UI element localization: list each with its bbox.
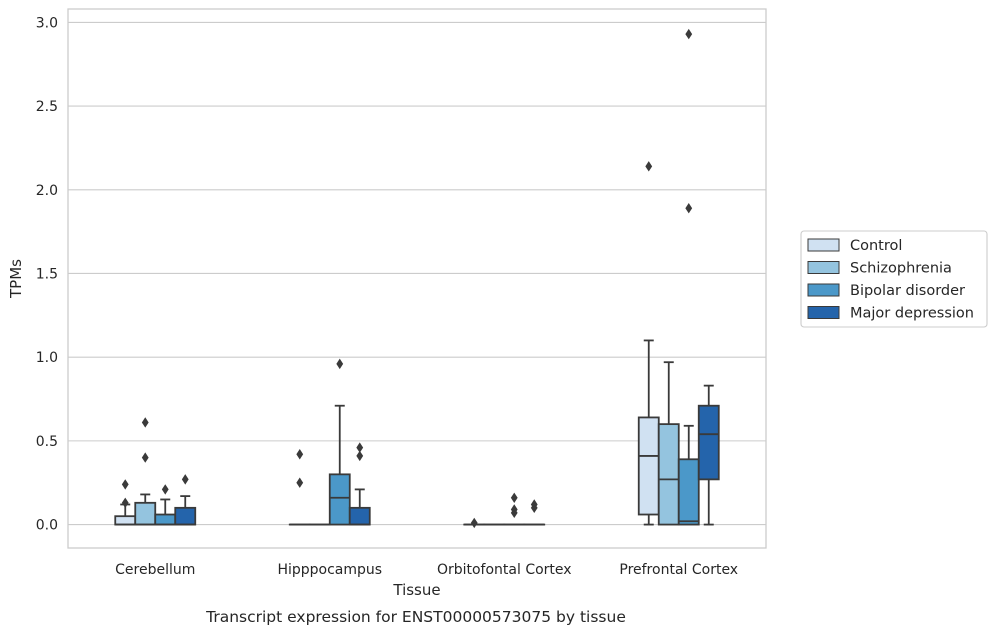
outlier-point <box>121 497 129 509</box>
outlier-point <box>510 492 518 503</box>
legend-swatch-control <box>807 238 840 252</box>
box-plot-layer <box>114 28 720 529</box>
x-tick-label: Prefrontal Cortex <box>619 562 738 578</box>
box-bipolar-disorder <box>503 492 526 526</box>
x-tick-label: Orbitofontal Cortex <box>437 562 572 578</box>
outlier-point <box>181 474 189 485</box>
iqr-box <box>328 473 351 526</box>
box-bipolar-disorder <box>677 28 700 526</box>
outlier-point <box>645 161 653 172</box>
plot-frame <box>67 8 767 549</box>
iqr-box <box>697 404 720 481</box>
outlier-point <box>121 479 129 490</box>
figure-caption: Transcript expression for ENST0000057307… <box>205 608 626 626</box>
box-major-depression <box>697 384 720 526</box>
legend-label-control: Control <box>850 238 902 254</box>
y-tick-label: 1.5 <box>36 266 58 282</box>
box-schizophrenia <box>657 361 680 526</box>
y-tick-label: 0.0 <box>36 518 58 534</box>
box-major-depression <box>348 442 371 526</box>
legend-label-bipolar-disorder: Bipolar disorder <box>850 283 965 299</box>
outlier-point <box>296 449 304 460</box>
iqr-box <box>154 513 177 526</box>
legend-swatch-major-depression <box>807 306 840 319</box>
y-tick-label: 1.0 <box>36 350 58 366</box>
y-axis-label: TPMs <box>7 259 25 299</box>
x-axis-label: Tissue <box>392 581 440 599</box>
iqr-box <box>134 501 157 526</box>
legend: Control Schizophrenia Bipolar disorder Majo… <box>800 230 988 328</box>
legend-label-schizophrenia: Schizophrenia <box>850 261 952 277</box>
box-control <box>288 449 311 526</box>
box-control <box>637 161 660 526</box>
grid-lines <box>68 21 766 526</box>
iqr-box <box>657 423 680 526</box>
outlier-point <box>161 484 169 495</box>
y-tick-label: 0.5 <box>36 434 58 450</box>
outlier-point <box>530 499 538 510</box>
iqr-box <box>114 515 137 526</box>
y-tick-label: 2.5 <box>36 99 58 115</box>
y-tick-labels: 0.0 0.5 1.0 1.5 2.0 2.5 3.0 <box>36 15 58 533</box>
box-control <box>114 479 137 526</box>
outlier-point <box>470 517 478 529</box>
iqr-box <box>677 458 700 526</box>
box-major-depression <box>174 474 197 526</box>
outlier-point <box>685 202 693 214</box>
box-schizophrenia <box>134 417 157 526</box>
legend-frame <box>800 230 988 328</box>
outlier-point <box>510 504 518 515</box>
outlier-point <box>356 450 364 462</box>
legend-label-major-depression: Major depression <box>850 306 974 322</box>
outlier-point <box>336 358 344 370</box>
outlier-point <box>296 477 304 488</box>
outlier-point <box>685 28 693 40</box>
iqr-box <box>348 506 371 526</box>
x-tick-labels: Cerebellum Hipppocampus Orbitofontal Corte… <box>115 562 738 578</box>
x-tick-label: Cerebellum <box>115 562 195 578</box>
iqr-box <box>174 506 197 526</box>
x-tick-label: Hipppocampus <box>277 562 382 578</box>
box-control <box>463 517 486 529</box>
outlier-point <box>141 417 149 428</box>
outlier-point <box>356 442 364 453</box>
box-bipolar-disorder <box>328 358 351 526</box>
outlier-point <box>141 452 149 463</box>
box-bipolar-disorder <box>154 484 177 526</box>
y-tick-label: 3.0 <box>36 15 58 31</box>
box-major-depression <box>523 499 546 526</box>
legend-swatch-bipolar-disorder <box>807 283 840 297</box>
iqr-box <box>637 416 660 516</box>
legend-swatch-schizophrenia <box>807 261 840 274</box>
y-tick-label: 2.0 <box>36 183 58 199</box>
